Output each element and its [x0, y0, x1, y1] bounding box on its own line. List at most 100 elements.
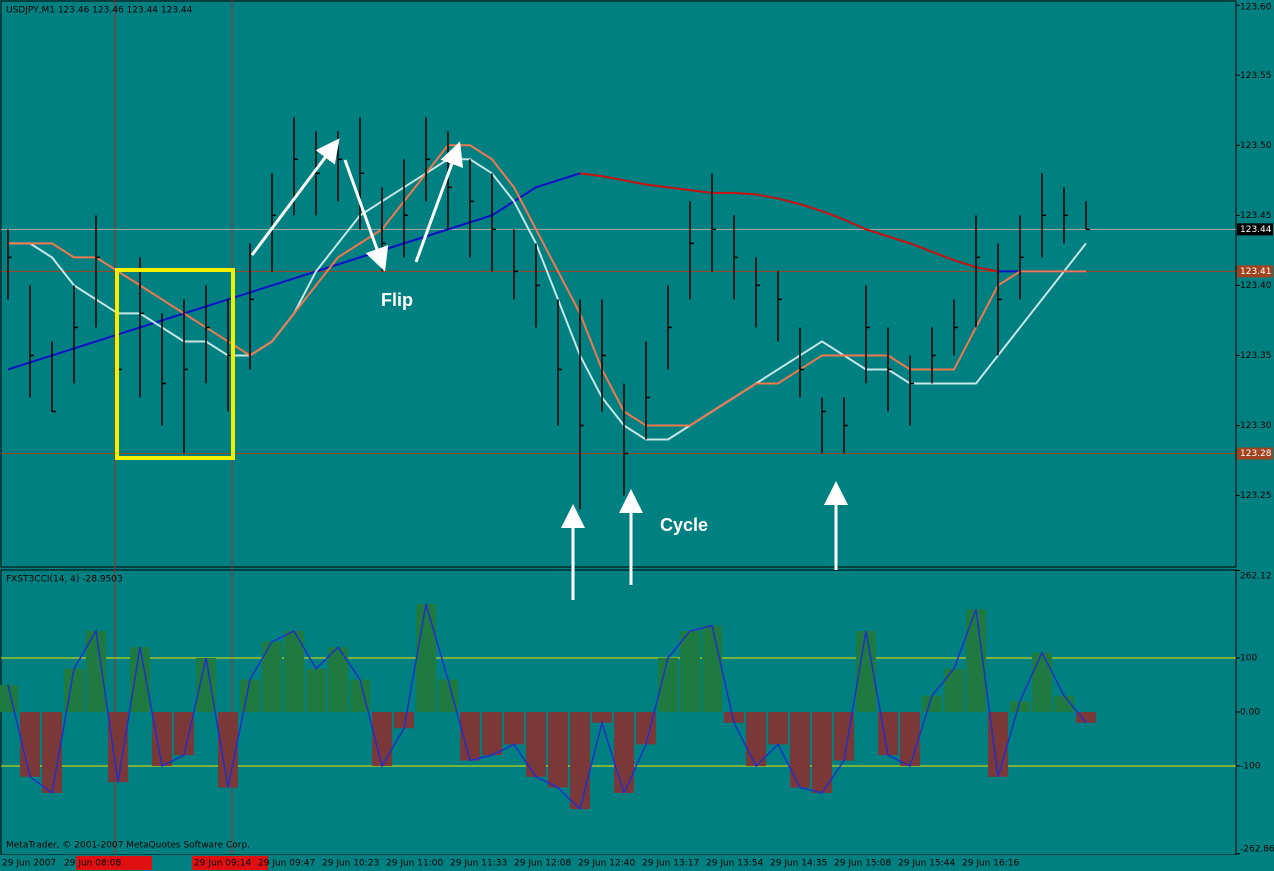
time-highlight: [76, 856, 152, 870]
y-tick-label: 123.45: [1240, 211, 1272, 221]
x-tick-label: 29 Jun 10:23: [322, 859, 379, 869]
histogram-bar: [1054, 695, 1074, 712]
price-tag: [1237, 223, 1273, 236]
histogram-bar: [218, 711, 238, 788]
histogram-bar: [724, 711, 744, 723]
histogram-bar: [196, 657, 216, 712]
histogram-bar: [1010, 701, 1030, 712]
histogram-bar: [240, 679, 260, 712]
x-tick-label: 29 Jun 13:17: [642, 859, 699, 869]
price-tag: [1237, 447, 1273, 460]
moving-average: [8, 144, 1086, 427]
histogram-bar: [262, 641, 282, 712]
histogram-bar: [812, 711, 832, 793]
price-panel: [0, 0, 1237, 568]
histogram-bar: [746, 711, 766, 766]
x-tick-label: 29 Jun 15:08: [834, 859, 891, 869]
histogram-bar: [416, 604, 436, 712]
histogram-bar: [20, 711, 40, 777]
histogram-bar: [284, 630, 304, 712]
y-tick-label: 123.40: [1240, 281, 1272, 291]
histogram-bar: [856, 630, 876, 712]
x-tick-label: 29 Jun 11:33: [450, 859, 507, 869]
arrows: [250, 138, 848, 600]
y-tick-label: 123.30: [1240, 421, 1272, 431]
histogram-bar: [570, 711, 590, 810]
histogram-bar: [768, 711, 788, 745]
y-tick-label: 262.12: [1240, 572, 1272, 582]
histogram-bar: [438, 679, 458, 712]
x-tick-label: 29 Jun 12:40: [578, 859, 635, 869]
histogram-bar: [526, 711, 546, 777]
cci-line: [7, 603, 1087, 811]
chart-title: USDJPY,M1 123.46 123.46 123.44 123.44: [6, 6, 193, 16]
price-tag: [1237, 265, 1273, 278]
annotation: Cycle: [660, 515, 708, 535]
y-tick-label: -100: [1240, 761, 1261, 771]
y-tick-label: 123.25: [1240, 491, 1272, 501]
histogram-bar: [1032, 652, 1052, 712]
histogram-bar: [592, 711, 612, 723]
histogram-bar: [86, 630, 106, 712]
x-tick-label: 29 Jun 15:44: [898, 859, 955, 869]
price-tag-label: 123.41: [1240, 267, 1272, 277]
price-layer: 123.60 123.55 123.50 123.45 123.40 123.35 123.…: [1, 3, 1273, 510]
histogram-bar: [834, 711, 854, 761]
histogram-bar: [504, 711, 524, 745]
histogram-bar: [108, 711, 128, 783]
x-tick-label: 29 Jun 09:47: [258, 859, 315, 869]
highlight-box: [115, 268, 235, 460]
arrow: [343, 159, 389, 272]
x-tick-label: 29 Jun 2007: [2, 859, 56, 869]
annotation: Flip: [381, 290, 413, 310]
moving-average: [579, 172, 999, 273]
time-highlight: [192, 856, 268, 870]
histogram-bar: [306, 668, 326, 712]
arrow: [250, 138, 340, 256]
histogram-bar: [174, 711, 194, 756]
y-tick-label: 123.50: [1240, 141, 1272, 151]
indicator-title: FXST3CCI(14, 4) -28.9503: [6, 575, 123, 585]
y-tick-label: -262.866: [1240, 845, 1274, 855]
histogram-bar: [130, 647, 150, 712]
histogram-bar: [944, 668, 964, 712]
x-tick-label: 29 Jun 13:54: [706, 859, 763, 869]
footer: MetaTrader, © 2001-2007 MetaQuotes Softw…: [6, 841, 250, 851]
histogram-bar: [42, 711, 62, 793]
histogram-bar: [350, 679, 370, 712]
moving-average: [8, 158, 1087, 441]
x-tick-label: 29 Jun 11:00: [386, 859, 443, 869]
histogram-bar: [482, 711, 502, 756]
histogram-bar: [636, 711, 656, 745]
histogram-bar: [548, 711, 568, 788]
histogram-bar: [460, 711, 480, 761]
histogram-bar: [900, 711, 920, 766]
histogram-bar: [372, 711, 392, 766]
x-tick-label: 29 Jun 08:08: [64, 859, 121, 869]
arrow: [414, 141, 464, 263]
x-tick-label: 29 Jun 12:08: [514, 859, 571, 869]
time-axis: [0, 855, 1274, 871]
y-tick-label: 100: [1240, 653, 1257, 663]
histogram-bar: [152, 711, 172, 766]
histogram-bar: [790, 711, 810, 788]
histogram-bar: [966, 609, 986, 712]
y-tick-label: 123.55: [1240, 71, 1272, 81]
y-tick-label: 123.35: [1240, 351, 1272, 361]
indicator-layer: 262.12 100 0.00 -100 -262.866: [0, 569, 1274, 855]
price-tag-label: 123.44: [1240, 225, 1272, 235]
y-tick-label: 0.00: [1240, 707, 1260, 717]
histogram-bar: [394, 711, 414, 729]
histogram-bar: [614, 711, 634, 793]
histogram-bar: [658, 657, 678, 712]
x-tick-label: 29 Jun 09:14: [194, 859, 251, 869]
x-tick-label: 29 Jun 14:35: [770, 859, 827, 869]
histogram-bar: [922, 695, 942, 712]
y-tick-label: 123.60: [1240, 3, 1272, 13]
x-tick-label: 29 Jun 16:16: [962, 859, 1019, 869]
histogram-bar: [702, 625, 722, 712]
price-tag-label: 123.28: [1240, 449, 1272, 459]
histogram-bar: [328, 647, 348, 712]
